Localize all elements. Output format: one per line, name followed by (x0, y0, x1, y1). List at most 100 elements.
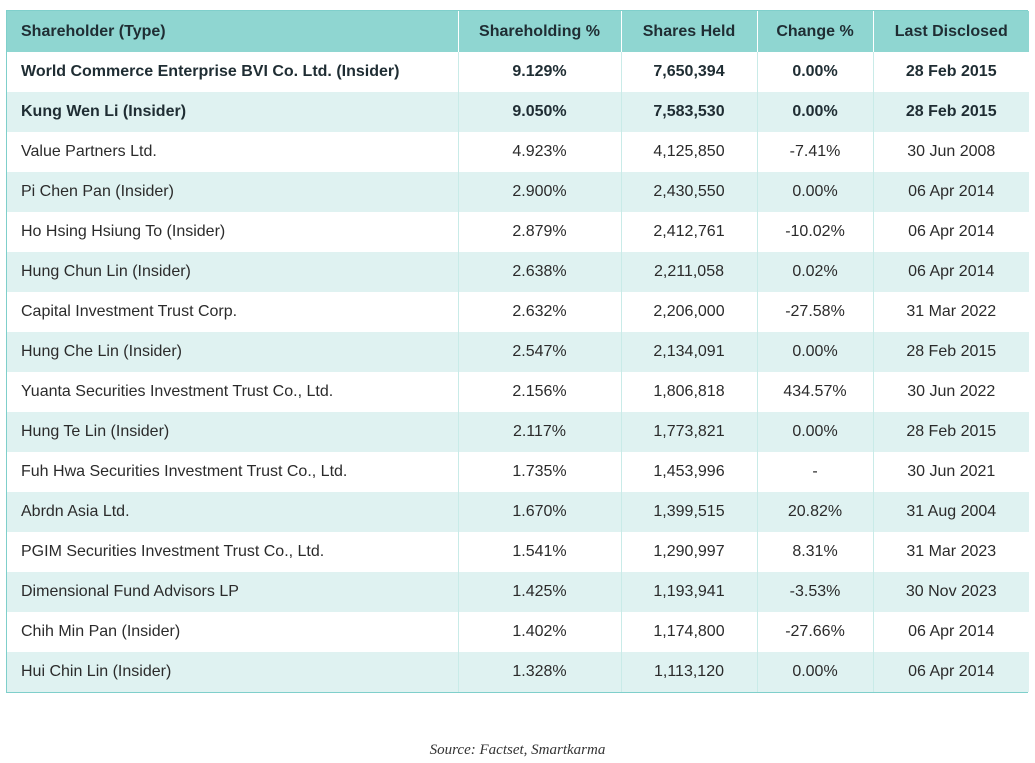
cell-change: 0.00% (757, 412, 874, 452)
cell-change: 0.02% (757, 252, 874, 292)
cell-change: -10.02% (757, 212, 874, 252)
header-change: Change % (757, 11, 874, 52)
cell-change: 0.00% (757, 172, 874, 212)
table-row: Value Partners Ltd. 4.923% 4,125,850 -7.41%… (7, 132, 1029, 172)
source-note: Source: Factset, Smartkarma (429, 742, 606, 758)
table-row: Kung Wen Li (Insider) 9.050% 7,583,530 0.00… (7, 92, 1029, 132)
cell-last-disclosed: 06 Apr 2014 (908, 263, 995, 280)
cell-last-disclosed: 28 Feb 2015 (906, 423, 997, 440)
cell-last-disclosed: 31 Aug 2004 (906, 503, 997, 520)
cell-shareholding: 1.541% (458, 532, 622, 572)
cell-shares-held: 1,399,515 (621, 492, 758, 532)
cell-shareholding: 9.050% (458, 92, 622, 132)
cell-shares-held: 1,806,818 (621, 372, 758, 412)
cell-shares-held: 2,430,550 (621, 172, 758, 212)
cell-shareholding: 1.735% (458, 452, 622, 492)
cell-shareholder: Value Partners Ltd. (7, 132, 459, 172)
cell-shareholder: Capital Investment Trust Corp. (7, 292, 459, 332)
cell-change: 8.31% (757, 532, 874, 572)
cell-last-disclosed: 28 Feb 2015 (906, 343, 997, 360)
cell-shareholder: Hung Che Lin (Insider) (7, 332, 459, 372)
cell-shareholder: Hung Chun Lin (Insider) (7, 252, 459, 292)
cell-shares-held: 2,412,761 (621, 212, 758, 252)
table-row: Hung Che Lin (Insider) 2.547% 2,134,091 0.0… (7, 332, 1029, 372)
table-header: Shareholder (Type) Shareholding % Shares… (7, 11, 1029, 52)
cell-last-disclosed: 30 Jun 2021 (907, 463, 996, 480)
header-last-disclosed: Last Disclosed (873, 11, 1029, 52)
cell-last-disclosed: 31 Mar 2022 (906, 303, 997, 320)
cell-shareholding: 4.923% (458, 132, 622, 172)
cell-change: - (757, 452, 874, 492)
cell-shares-held: 1,193,941 (621, 572, 758, 612)
table-row: Ho Hsing Hsiung To (Insider) 2.879% 2,412,… (7, 212, 1029, 252)
cell-last-disclosed: 28 Feb 2015 (905, 63, 997, 80)
cell-shareholding: 1.402% (458, 612, 622, 652)
cell-last-disclosed: 06 Apr 2014 (908, 623, 995, 640)
cell-shareholder: Dimensional Fund Advisors LP (7, 572, 459, 612)
cell-change: 0.00% (757, 92, 874, 132)
cell-change: 20.82% (757, 492, 874, 532)
cell-shareholding: 1.670% (458, 492, 622, 532)
cell-shares-held: 7,650,394 (621, 52, 758, 92)
cell-shareholding: 2.900% (458, 172, 622, 212)
cell-shareholder: Pi Chen Pan (Insider) (7, 172, 459, 212)
header-shareholder: Shareholder (Type) (7, 11, 459, 52)
shareholders-table-container: Shareholder (Type) Shareholding % Shares… (6, 10, 1029, 693)
table-row: Hung Te Lin (Insider) 2.117% 1,773,821 0.00… (7, 412, 1029, 452)
cell-last-disclosed: 06 Apr 2014 (908, 223, 995, 240)
cell-shareholding: 9.129% (458, 52, 622, 92)
cell-change: 434.57% (757, 372, 874, 412)
cell-last-disclosed: 30 Jun 2008 (907, 143, 996, 160)
table-body: World Commerce Enterprise BVI Co. Ltd. (… (7, 52, 1029, 692)
cell-shares-held: 2,211,058 (621, 252, 758, 292)
table-row: Fuh Hwa Securities Investment Trust Co.,… (7, 452, 1029, 492)
cell-last-disclosed: 06 Apr 2014 (908, 663, 995, 680)
cell-shareholder: Kung Wen Li (Insider) (7, 92, 459, 132)
cell-shareholder: Hui Chin Lin (Insider) (7, 652, 459, 692)
cell-shareholder: Hung Te Lin (Insider) (7, 412, 459, 452)
cell-shares-held: 1,174,800 (621, 612, 758, 652)
header-row: Shareholder (Type) Shareholding % Shares… (7, 11, 1029, 52)
cell-shareholding: 1.328% (458, 652, 622, 692)
cell-shares-held: 4,125,850 (621, 132, 758, 172)
cell-last-disclosed: 30 Jun 2022 (907, 383, 996, 400)
cell-shares-held: 1,773,821 (621, 412, 758, 452)
cell-last-disclosed: 06 Apr 2014 (908, 183, 995, 200)
cell-last-disclosed: 31 Mar 2023 (906, 543, 997, 560)
header-shareholding: Shareholding % (458, 11, 622, 52)
cell-shareholding: 2.117% (458, 412, 622, 452)
cell-last-disclosed: 28 Feb 2015 (905, 103, 997, 120)
shareholders-table: Shareholder (Type) Shareholding % Shares… (7, 11, 1029, 692)
cell-shareholder: Ho Hsing Hsiung To (Insider) (7, 212, 459, 252)
cell-change: -3.53% (757, 572, 874, 612)
cell-shareholder: Yuanta Securities Investment Trust Co., … (7, 372, 459, 412)
cell-change: 0.00% (757, 652, 874, 692)
cell-shares-held: 1,113,120 (621, 652, 758, 692)
table-row: PGIM Securities Investment Trust Co., Lt… (7, 532, 1029, 572)
table-row: Dimensional Fund Advisors LP 1.425% 1,193,… (7, 572, 1029, 612)
cell-shares-held: 1,453,996 (621, 452, 758, 492)
table-row: Pi Chen Pan (Insider) 2.900% 2,430,550 0.00… (7, 172, 1029, 212)
cell-shareholding: 2.547% (458, 332, 622, 372)
cell-shareholding: 2.156% (458, 372, 622, 412)
cell-shares-held: 1,290,997 (621, 532, 758, 572)
cell-shareholder: Fuh Hwa Securities Investment Trust Co.,… (7, 452, 459, 492)
cell-change: 0.00% (757, 332, 874, 372)
table-row: Capital Investment Trust Corp. 2.632% 2,20… (7, 292, 1029, 332)
cell-change: -27.58% (757, 292, 874, 332)
table-row: Chih Min Pan (Insider) 1.402% 1,174,800 -27… (7, 612, 1029, 652)
table-row: World Commerce Enterprise BVI Co. Ltd. (… (7, 52, 1029, 92)
table-row: Yuanta Securities Investment Trust Co., … (7, 372, 1029, 412)
cell-shareholding: 2.638% (458, 252, 622, 292)
cell-shares-held: 2,134,091 (621, 332, 758, 372)
table-row: Hui Chin Lin (Insider) 1.328% 1,113,120 0.0… (7, 652, 1029, 692)
header-shares-held: Shares Held (621, 11, 758, 52)
cell-shareholding: 1.425% (458, 572, 622, 612)
cell-shares-held: 2,206,000 (621, 292, 758, 332)
cell-shareholder: Abrdn Asia Ltd. (7, 492, 459, 532)
table-row: Hung Chun Lin (Insider) 2.638% 2,211,058 0.… (7, 252, 1029, 292)
cell-change: -7.41% (757, 132, 874, 172)
cell-shares-held: 7,583,530 (621, 92, 758, 132)
cell-change: 0.00% (757, 52, 874, 92)
table-row: Abrdn Asia Ltd. 1.670% 1,399,515 20.82% 31 A… (7, 492, 1029, 532)
